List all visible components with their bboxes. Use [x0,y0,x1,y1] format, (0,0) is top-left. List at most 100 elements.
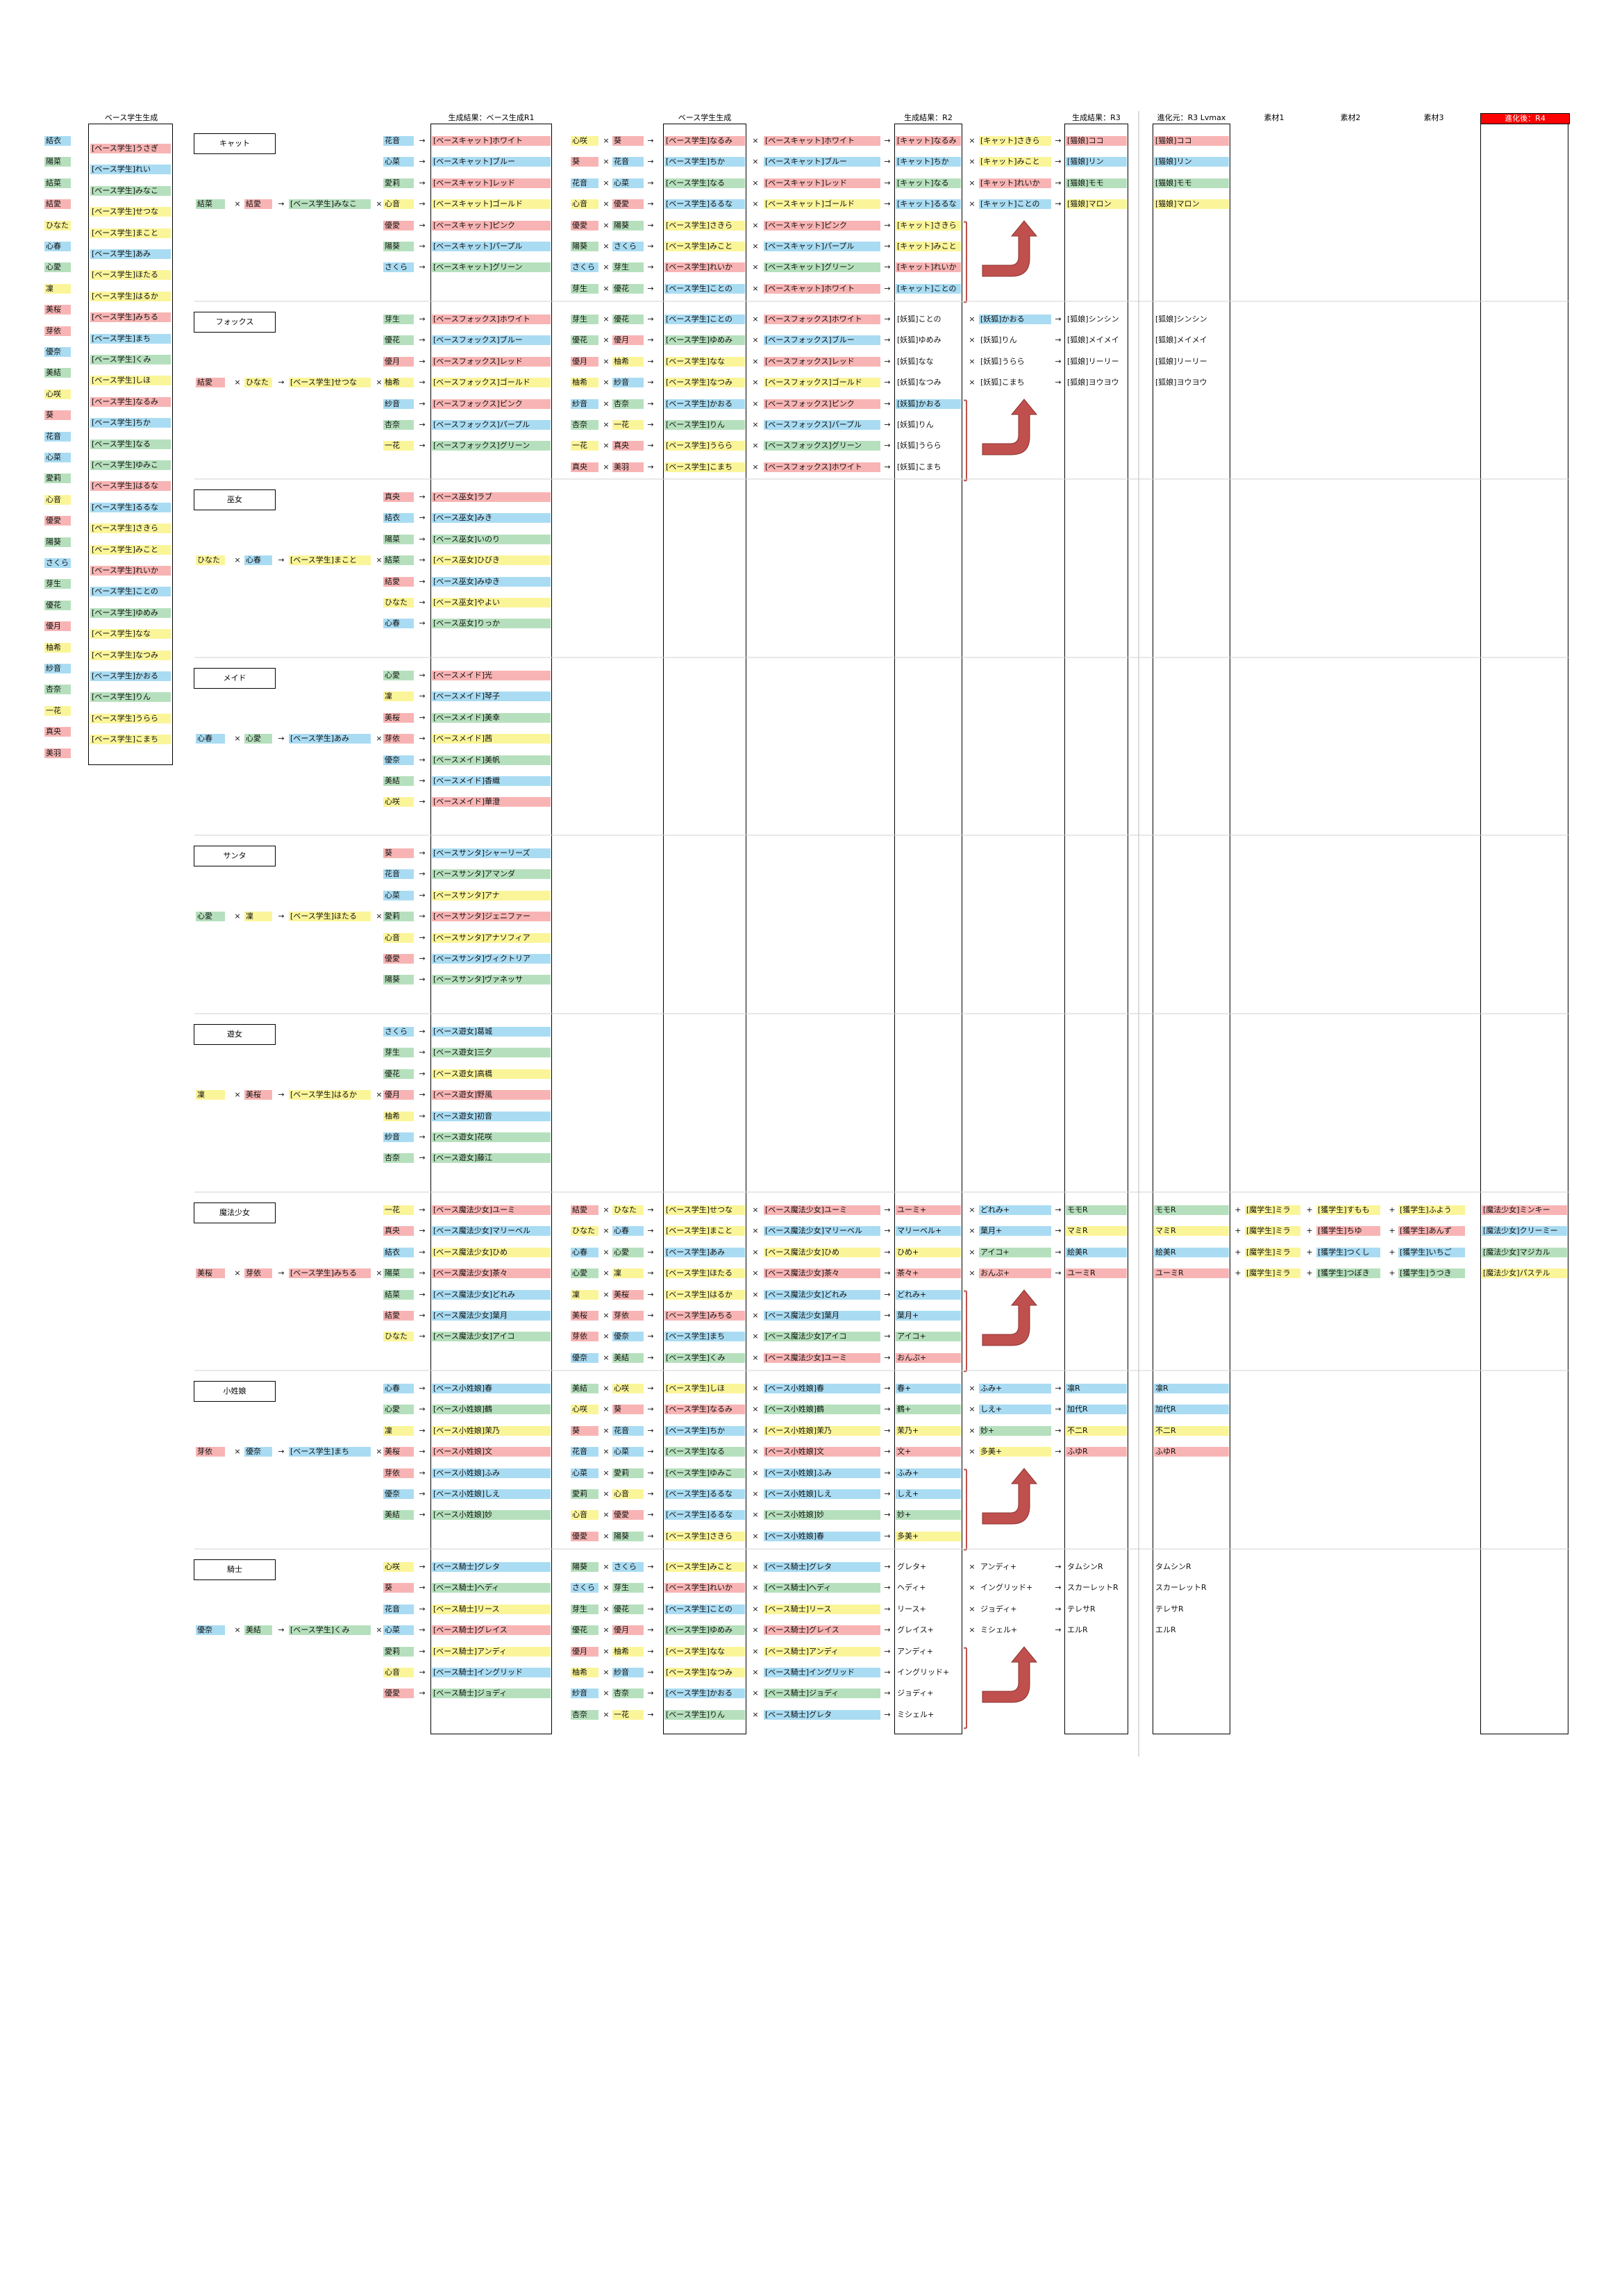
left-name-chip: 心愛 [44,262,71,273]
right-arrow: → [419,492,426,501]
right-arrow: → [419,1205,426,1214]
times-symbol: × [969,1562,976,1571]
partner-name-chip: 結菜 [383,1289,414,1300]
r1-material-chip: [ベースフォックス]ピンク [764,399,880,409]
r1-result-chip: [ベースキャット]パープル [432,242,551,251]
partner-name-chip: 美結 [383,1510,414,1520]
breed-parent-a: 凜 [571,1289,598,1300]
breed-parent-b: 杏奈 [612,399,644,409]
r1-material-chip: [ベース小姓娘]しえ [764,1489,880,1499]
r1-result-chip: [ベース遊女]藤江 [432,1153,551,1164]
right-arrow: → [419,734,426,744]
breed-parent-b: 芽生 [612,1583,644,1593]
evolve-source-chip: [猫娘]マロン [1154,199,1229,210]
breed-parent-a: 花音 [571,178,598,188]
r2-material-chip: 葉月+ [979,1226,1051,1237]
times-symbol: × [603,441,610,451]
base-student-chip: [ベース学生]ゆみこ [90,460,171,470]
left-name-chip: 陽菜 [44,157,71,167]
r1-result-chip: [ベース遊女]花咲 [432,1132,551,1142]
times-symbol: × [752,378,759,387]
r1-result-chip: [ベースフォックス]パープル [432,420,551,430]
partner-name-chip: 愛莉 [383,178,414,188]
breed-parent-b: 優月 [612,335,644,346]
r1-material-chip: [ベースキャット]ブルー [764,157,880,167]
times-symbol: × [752,1562,759,1571]
breed-parent-b: 陽葵 [612,220,644,231]
plus-symbol: + [1389,1247,1396,1257]
right-arrow: → [647,220,654,230]
partner-name-chip: 心菜 [383,1625,414,1636]
times-symbol: × [603,1247,610,1257]
breed-parent-a: 杏奈 [571,1709,598,1720]
right-arrow: → [884,1625,891,1635]
r1-result-chip: [ベースフォックス]ブルー [432,335,551,346]
right-arrow: → [884,1289,891,1299]
r1-result-chip: [ベースサンタ]アマンダ [432,869,551,880]
times-symbol: × [752,1668,759,1677]
right-arrow: → [419,1468,426,1477]
r2-result-chip: ユーミ+ [896,1205,961,1215]
partner-name-chip: 心愛 [383,1405,414,1415]
r1-result-chip: [ベース騎士]アンディ [432,1646,551,1657]
right-arrow: → [419,378,426,387]
times-symbol: × [234,912,241,921]
breed-parent-b: 心愛 [612,1247,644,1257]
r1-material-chip: [ベース小姓娘]妙 [764,1510,880,1520]
r2-result-chip: [妖狐]ゆめみ [897,335,941,345]
r3-result-chip: 加代R [1066,1405,1127,1415]
times-symbol: × [969,157,976,167]
breed-parent-b: さくら [612,1562,644,1572]
partner-name-chip: 柚希 [383,378,414,388]
r2-result-chip: [キャット]なる [896,178,961,188]
times-symbol: × [603,1531,610,1541]
partner-name-chip: 芽生 [383,1048,414,1058]
base-student-result: [ベース学生]ことの [664,283,745,294]
times-symbol: × [603,356,610,366]
r1-result-chip: [ベースサンタ]アナソフィア [432,932,551,943]
right-arrow: → [884,1689,891,1698]
r3-result-chip: ふゆR [1066,1447,1127,1457]
right-arrow: → [647,1311,654,1320]
right-arrow: → [419,912,426,921]
r1-result-chip: [ベース騎士]イングリッド [432,1668,551,1677]
right-arrow: → [419,1111,426,1121]
times-symbol: × [969,1425,976,1435]
breed-parent-a: 柚希 [571,378,598,388]
partner-name-chip: 陽菜 [383,1268,414,1279]
partner-name-chip: 心菜 [383,890,414,900]
r1-material-chip: [ベース小姓娘]鶴 [764,1405,880,1415]
r1-result-chip: [ベースサンタ]アナ [432,890,551,900]
r2-result-chip: [妖狐]かおる [896,399,961,409]
right-arrow: → [419,848,426,857]
breed-parent-a: 心愛 [571,1268,598,1279]
r1-result-chip: [ベースキャット]ブルー [432,157,551,167]
breed-parent-b: 優奈 [612,1332,644,1342]
left-name-chip: 芽生 [44,579,71,589]
right-arrow: → [1055,1268,1062,1278]
times-symbol: × [603,1709,610,1719]
breed-parent-a: 芽依 [571,1332,598,1342]
plus-symbol: + [1306,1247,1313,1257]
r1-result-chip: [ベース巫女]みゆき [432,576,551,587]
right-arrow: → [419,1583,426,1593]
right-arrow: → [647,315,654,324]
r2-result-chip: アンディ+ [897,1646,934,1656]
r1-material-chip: [ベースキャット]ホワイト [764,136,880,146]
times-symbol: × [234,199,241,209]
base-student-result: [ベース学生]さきら [664,220,745,231]
r1-material-chip: [ベースキャット]パープル [764,242,880,251]
r1-material-chip: [ベース魔法少女]ひめ [764,1247,880,1257]
right-arrow: → [647,1205,654,1214]
right-arrow: → [884,220,891,230]
times-symbol: × [234,1090,241,1100]
partner-name-chip: 紗音 [383,399,414,409]
base-student-result: [ベース学生]なな [664,356,745,367]
base-student-result: [ベース学生]ちか [664,1425,745,1436]
right-arrow: → [1055,1425,1062,1435]
right-arrow: → [419,1311,426,1320]
right-arrow: → [647,157,654,167]
r2-result-chip: 鶴+ [896,1405,961,1415]
right-arrow: → [419,441,426,451]
breed-parent-a: 柚希 [571,1668,598,1677]
